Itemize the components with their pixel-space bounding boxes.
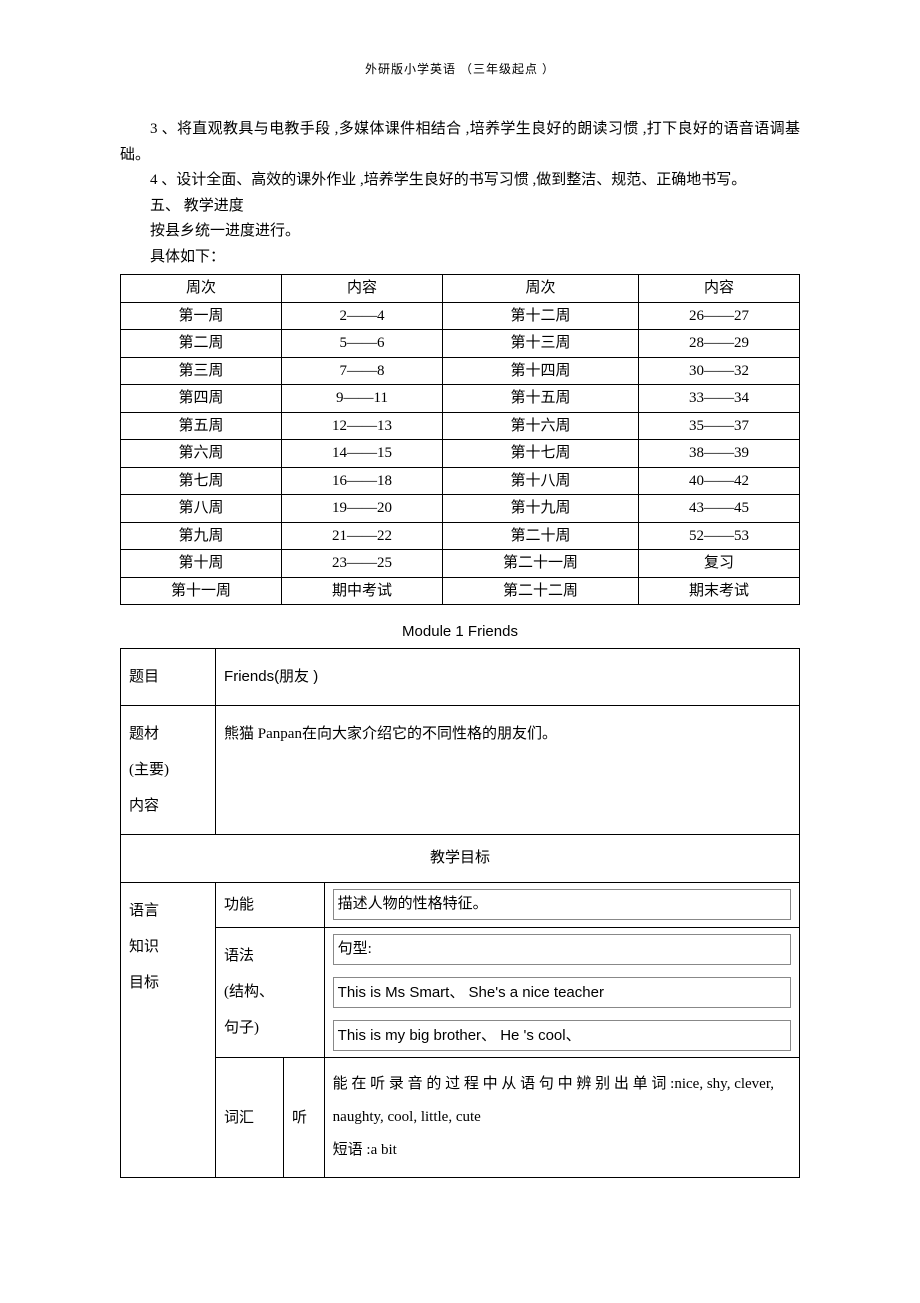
module-row-title: 题目 Friends(朋友 ) — [121, 649, 800, 706]
label-material: 题材 (主要) 内容 — [121, 706, 216, 835]
paragraph-4: 4 、设计全面、高效的课外作业 ,培养学生良好的书写习惯 ,做到整洁、规范、正确… — [120, 168, 800, 194]
table-row: 第十周23——25第二十一周复习 — [121, 550, 800, 578]
paragraph-3: 3 、将直观教具与电教手段 ,多媒体课件相结合 ,培养学生良好的朗读习惯 ,打下… — [120, 117, 800, 168]
table-header-row: 周次 内容 周次 内容 — [121, 275, 800, 303]
table-row: 第二周5——6第十三周28——29 — [121, 330, 800, 358]
header-week-2: 周次 — [443, 275, 639, 303]
module-row-grammar: 语法 (结构、 句子) 句型: This is Ms Smart、 She's … — [121, 928, 800, 1058]
label-functional: 功能 — [216, 883, 325, 928]
label-language-knowledge: 语言 知识 目标 — [121, 883, 216, 1178]
value-functional: 描述人物的性格特征。 — [324, 883, 799, 928]
label-listen: 听 — [283, 1058, 324, 1178]
module-row-functional: 语言 知识 目标 功能 描述人物的性格特征。 — [121, 883, 800, 928]
header-content-1: 内容 — [282, 275, 443, 303]
table-row: 第一周2——4第十二周26——27 — [121, 302, 800, 330]
value-material: 熊猫 Panpan在向大家介绍它的不同性格的朋友们。 — [216, 706, 800, 835]
value-listen: 能 在 听 录 音 的 过 程 中 从 语 句 中 辨 别 出 单 词 :nic… — [324, 1058, 799, 1178]
paragraph-5-heading: 五、 教学进度 — [120, 194, 800, 220]
schedule-table: 周次 内容 周次 内容 第一周2——4第十二周26——27 第二周5——6第十三… — [120, 274, 800, 605]
label-grammar: 语法 (结构、 句子) — [216, 928, 325, 1058]
value-title: Friends(朋友 ) — [216, 649, 800, 706]
module-row-goals-header: 教学目标 — [121, 835, 800, 883]
table-row: 第四周9——11第十五周33——34 — [121, 385, 800, 413]
module-title: Module 1 Friends — [120, 623, 800, 640]
module-table: 题目 Friends(朋友 ) 题材 (主要) 内容 熊猫 Panpan在向大家… — [120, 648, 800, 1178]
module-row-material: 题材 (主要) 内容 熊猫 Panpan在向大家介绍它的不同性格的朋友们。 — [121, 706, 800, 835]
table-row: 第三周7——8第十四周30——32 — [121, 357, 800, 385]
page-container: 外研版小学英语 （三年级起点 ） 3 、将直观教具与电教手段 ,多媒体课件相结合… — [0, 0, 920, 1238]
module-row-vocab: 词汇 听 能 在 听 录 音 的 过 程 中 从 语 句 中 辨 别 出 单 词… — [121, 1058, 800, 1178]
value-grammar: 句型: This is Ms Smart、 She's a nice teach… — [324, 928, 799, 1058]
paragraph-5-line1: 按县乡统一进度进行。 — [120, 219, 800, 245]
table-row: 第九周21——22第二十周52——53 — [121, 522, 800, 550]
table-row: 第六周14——15第十七周38——39 — [121, 440, 800, 468]
header-week-1: 周次 — [121, 275, 282, 303]
table-row: 第十一周期中考试第二十二周期末考试 — [121, 577, 800, 605]
page-header: 外研版小学英语 （三年级起点 ） — [120, 60, 800, 77]
label-vocab: 词汇 — [216, 1058, 284, 1178]
table-row: 第八周19——20第十九周43——45 — [121, 495, 800, 523]
label-title: 题目 — [121, 649, 216, 706]
goals-header: 教学目标 — [121, 835, 800, 883]
body-text-section: 3 、将直观教具与电教手段 ,多媒体课件相结合 ,培养学生良好的朗读习惯 ,打下… — [120, 117, 800, 270]
header-content-2: 内容 — [638, 275, 799, 303]
paragraph-5-line2: 具体如下： — [120, 245, 800, 271]
table-row: 第七周16——18第十八周40——42 — [121, 467, 800, 495]
table-row: 第五周12——13第十六周35——37 — [121, 412, 800, 440]
